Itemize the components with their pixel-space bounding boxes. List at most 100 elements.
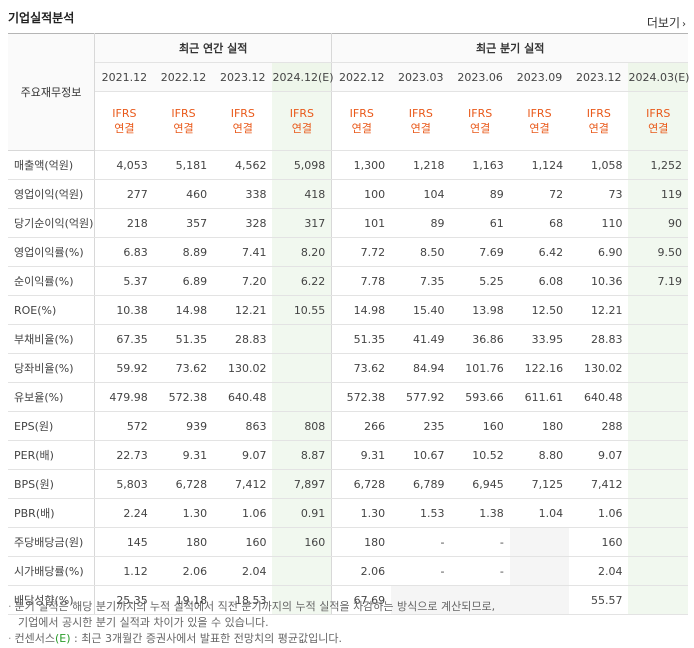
table-cell: 6.22	[272, 266, 333, 296]
table-cell: 89	[450, 179, 510, 209]
table-cell: 808	[272, 411, 333, 441]
basis-type: 연결	[351, 122, 372, 135]
basis-standard: IFRS	[586, 107, 611, 120]
table-cell: -	[391, 527, 451, 557]
table-cell: 418	[272, 179, 333, 209]
basis-standard: IFRS	[230, 107, 255, 120]
table-cell: 593.66	[450, 382, 510, 412]
row-label: 당좌비율(%)	[8, 353, 95, 383]
table-cell: 2.24	[94, 498, 154, 528]
table-cell: 7.20	[213, 266, 273, 296]
footnotes: · 분기 실적은 해당 분기까지의 누적 실적에서 직전 분기까지의 누적 실적을…	[8, 599, 688, 647]
group-quarter: 최근 분기 실적	[331, 33, 688, 63]
basis-standard: IFRS	[408, 107, 433, 120]
table-cell: 572.38	[331, 382, 392, 412]
table-cell	[628, 382, 688, 412]
table-cell: 12.21	[213, 295, 273, 325]
row-label: ROE(%)	[8, 295, 95, 325]
table-cell: 72	[509, 179, 570, 209]
footnote-2-text: : 최근 3개월간 증권사에서 발표한 전망치의 평균값입니다.	[74, 632, 342, 645]
table-cell: 19.18	[153, 585, 214, 615]
table-cell: 73.62	[331, 353, 392, 383]
table-row: 영업이익률(%) 6.83 8.89 7.41 8.20 7.72 8.50 7.69 6.42…	[8, 237, 688, 267]
basis-header: IFRS 연결	[153, 91, 214, 151]
table-cell: 328	[213, 208, 273, 238]
footnote-1-text: 분기 실적은 해당 분기까지의 누적 실적에서 직전 분기까지의 누적 실적을 …	[14, 600, 496, 613]
more-label: 더보기	[646, 16, 680, 30]
table-row: 순이익률(%) 5.37 6.89 7.20 6.22 7.78 7.35 5.25 6.08 1…	[8, 266, 688, 296]
table-cell: 67.69	[331, 585, 392, 615]
table-cell	[272, 382, 333, 412]
table-cell: 235	[391, 411, 451, 441]
table-cell: 8.89	[153, 237, 214, 267]
table-cell: 8.20	[272, 237, 333, 267]
table-cell	[509, 556, 570, 586]
table-cell	[272, 353, 333, 383]
table-cell: 7.78	[331, 266, 392, 296]
table-cell	[628, 498, 688, 528]
table-cell: 68	[509, 208, 570, 238]
basis-type: 연결	[410, 122, 431, 135]
table-row: 매출액(억원) 4,053 5,181 4,562 5,098 1,300 1,218 1,1…	[8, 150, 688, 180]
table-cell: 5.37	[94, 266, 154, 296]
row-label: PER(배)	[8, 440, 95, 470]
table-cell: 6.08	[509, 266, 570, 296]
table-cell: 9.07	[569, 440, 629, 470]
basis-header: IFRS 연결	[94, 91, 154, 151]
more-link[interactable]: 더보기 ›	[647, 14, 686, 31]
period-header: 2023.09	[509, 62, 570, 92]
table-cell: 1,058	[569, 150, 629, 180]
table-cell: 130.02	[569, 353, 629, 383]
table-cell: 7.69	[450, 237, 510, 267]
footnote-1b-text: 기업에서 공시한 분기 실적과 차이가 있을 수 있습니다.	[18, 616, 269, 629]
table-row: 유보율(%) 479.98 572.38 640.48 572.38 577.92 593.…	[8, 382, 688, 412]
table-cell: 10.38	[94, 295, 154, 325]
basis-header: IFRS 연결	[628, 91, 688, 151]
table-cell: 7.35	[391, 266, 451, 296]
table-cell: 1.06	[213, 498, 273, 528]
table-cell: 9.31	[331, 440, 392, 470]
table-cell: 90	[628, 208, 688, 238]
table-cell: 6.90	[569, 237, 629, 267]
table-cell: 160	[213, 527, 273, 557]
basis-standard: IFRS	[112, 107, 137, 120]
table-cell: 51.35	[331, 324, 392, 354]
table-cell: 460	[153, 179, 214, 209]
row-label: 매출액(억원)	[8, 150, 95, 180]
table-cell: 2.06	[153, 556, 214, 586]
basis-type: 연결	[470, 122, 491, 135]
basis-type: 연결	[291, 122, 313, 135]
table-cell: 55.57	[569, 585, 629, 615]
basis-type: 연결	[529, 122, 550, 135]
basis-header: IFRS 연결	[272, 91, 333, 151]
row-label: 배당성향(%)	[8, 585, 95, 615]
table-cell: 25.35	[94, 585, 154, 615]
footnote-1: · 분기 실적은 해당 분기까지의 누적 실적에서 직전 분기까지의 누적 실적을…	[8, 600, 496, 613]
table-cell: 1,124	[509, 150, 570, 180]
table-cell	[272, 324, 333, 354]
table-cell: 8.87	[272, 440, 333, 470]
period-header: 2023.12	[213, 62, 273, 92]
row-header: 주요재무정보	[8, 33, 95, 151]
table-cell: -	[450, 556, 510, 586]
row-label: 주당배당금(원)	[8, 527, 95, 557]
basis-standard: IFRS	[289, 107, 314, 120]
table-cell	[509, 585, 570, 615]
row-label: 부채비율(%)	[8, 324, 95, 354]
table-cell: 479.98	[94, 382, 154, 412]
table-cell: 8.80	[509, 440, 570, 470]
table-cell: 160	[569, 527, 629, 557]
table-cell: -	[391, 556, 451, 586]
header-row-periods: 2021.12 2022.12 2023.12 2024.12(E) 2022.12 20…	[8, 62, 689, 92]
table-cell: 41.49	[391, 324, 451, 354]
basis-type: 연결	[114, 122, 135, 135]
table-cell: 1.30	[153, 498, 214, 528]
table-cell: 33.95	[509, 324, 570, 354]
table-cell: 6.42	[509, 237, 570, 267]
table-cell: 7.41	[213, 237, 273, 267]
table-cell: 6,945	[450, 469, 510, 499]
table-cell	[628, 295, 688, 325]
table-cell: 4,562	[213, 150, 273, 180]
table-cell: 277	[94, 179, 154, 209]
table-cell: 4,053	[94, 150, 154, 180]
